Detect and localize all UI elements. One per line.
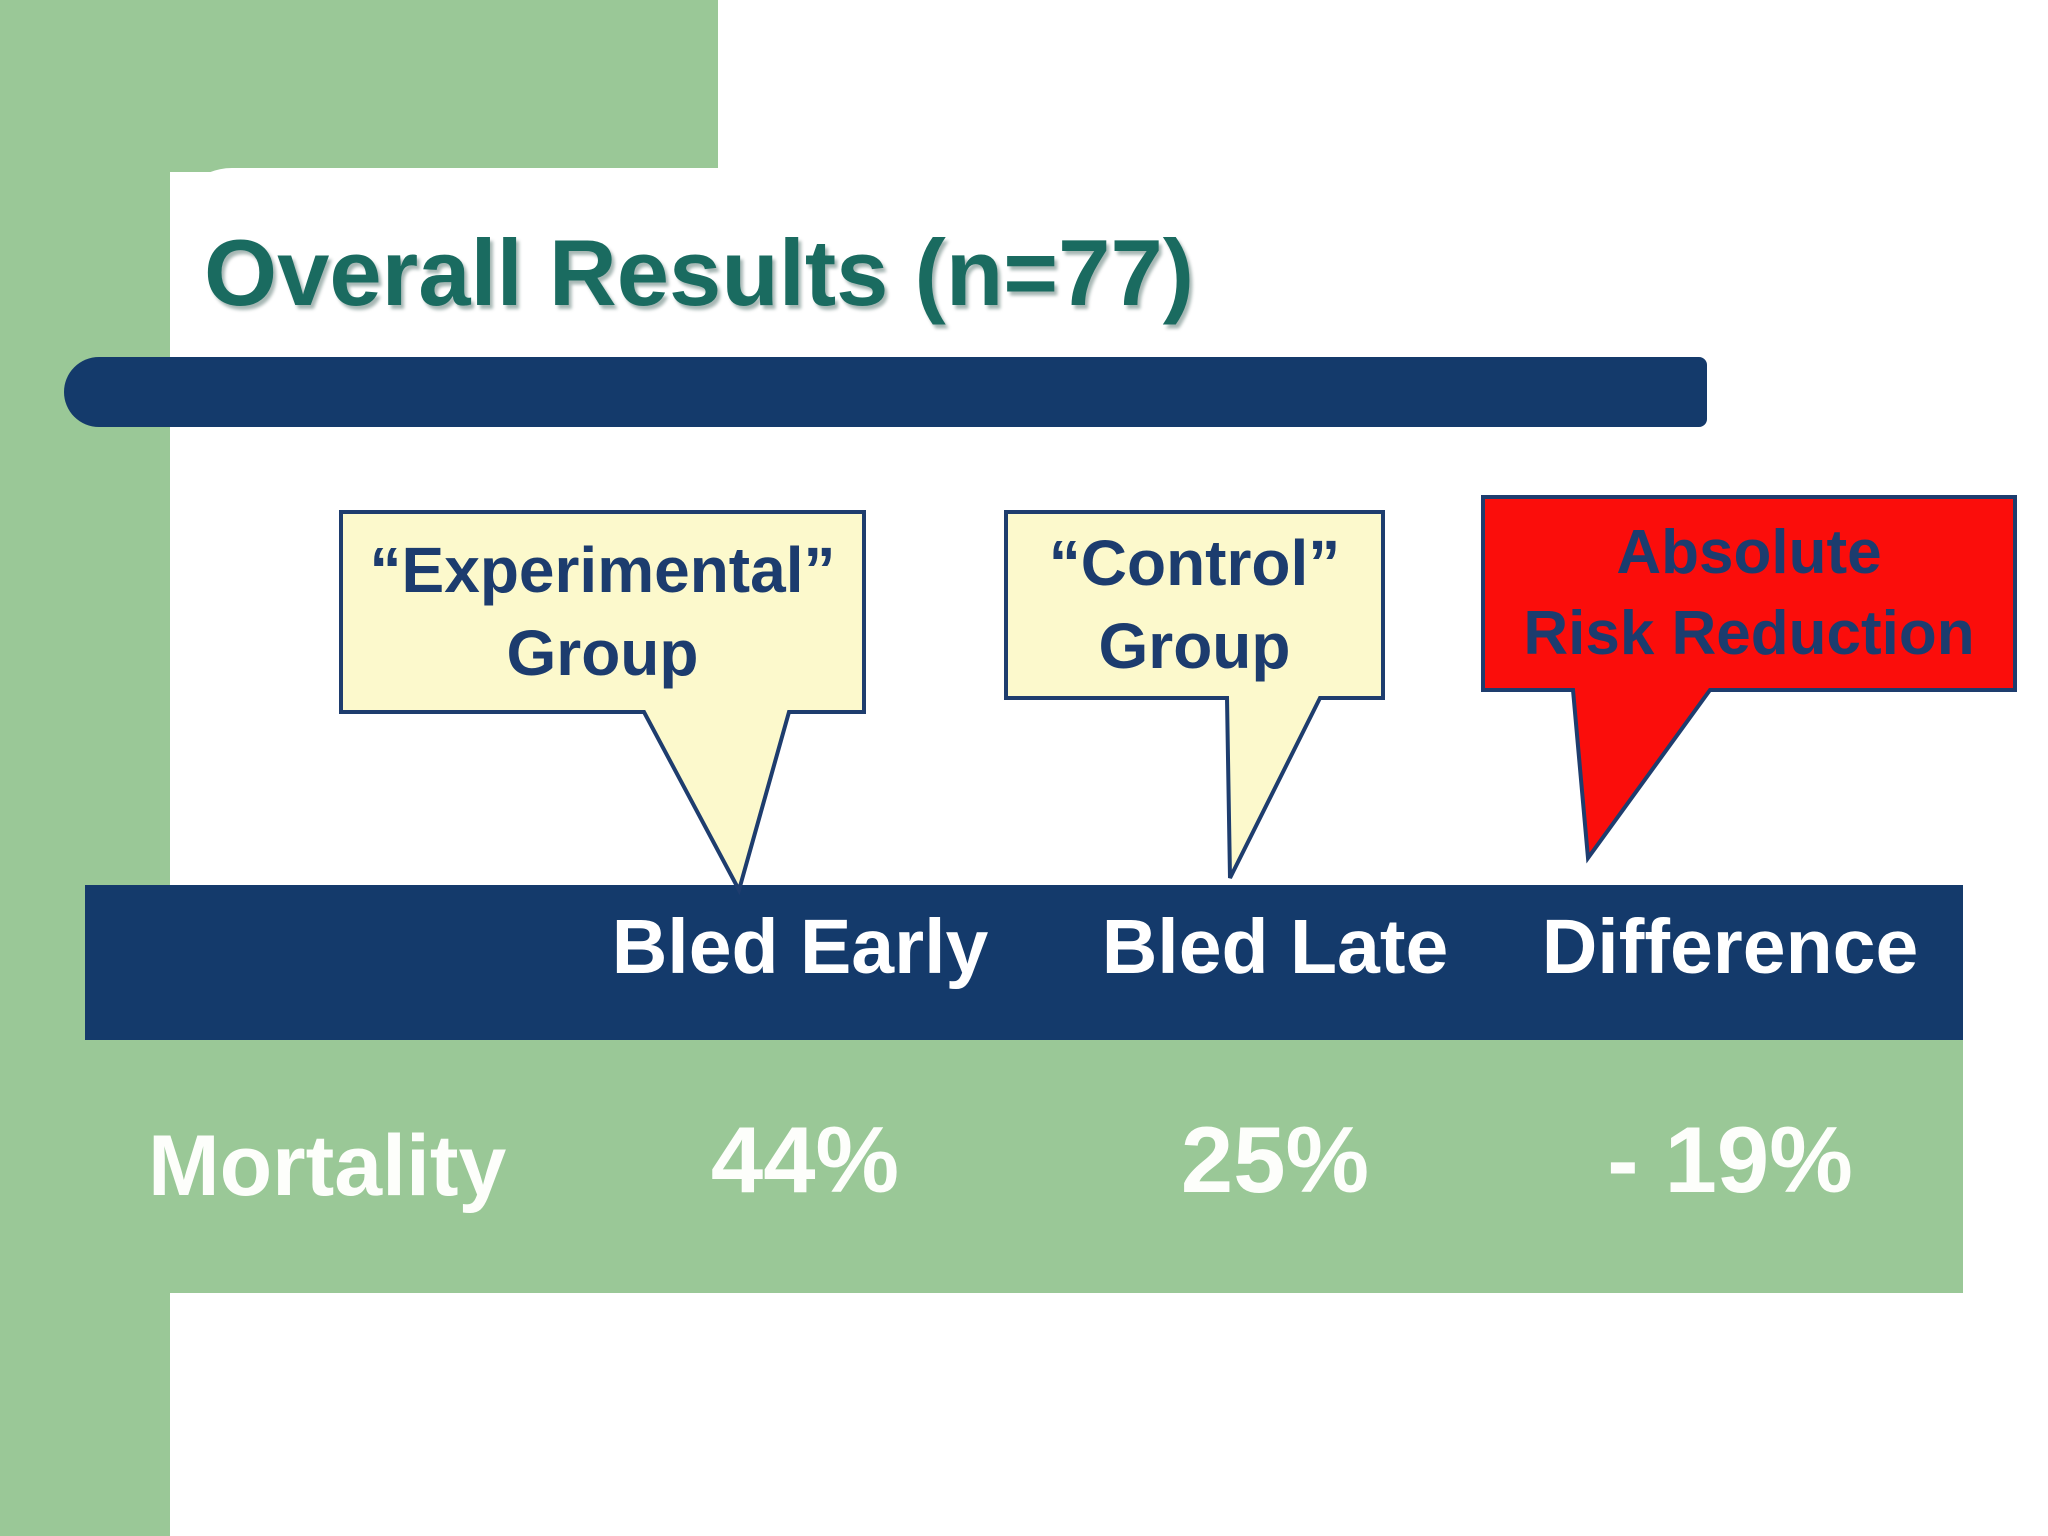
callout-experimental-group-shape	[339, 510, 866, 896]
title-divider-bar	[64, 357, 1707, 427]
callout-risk-line1: Absolute	[1616, 517, 1882, 587]
row-label-mortality: Mortality	[148, 1118, 507, 1214]
callout-absolute-risk-reduction-shape	[1481, 495, 2017, 864]
cell-mortality-difference: - 19%	[1607, 1106, 1853, 1212]
callout-control-group-text: “Control” Group	[1006, 512, 1383, 698]
cell-mortality-bled-late: 25%	[1180, 1106, 1370, 1212]
callout-absolute-risk-reduction-text: Absolute Risk Reduction	[1483, 497, 2015, 690]
callout-experimental-line2: Group	[506, 617, 699, 689]
top-green-block	[0, 0, 718, 172]
callout-control-line2: Group	[1098, 610, 1291, 682]
column-header-difference: Difference	[1541, 904, 1919, 990]
callout-experimental-line1: “Experimental”	[369, 533, 836, 606]
callout-experimental-group-text: “Experimental” Group	[341, 512, 864, 712]
callout-risk-line2: Risk Reduction	[1523, 598, 1975, 668]
cell-mortality-bled-early: 44%	[710, 1106, 900, 1212]
column-header-bled-late: Bled Late	[1101, 904, 1449, 990]
mortality-row-band	[0, 1040, 1963, 1293]
callout-control-group-shape	[1004, 510, 1385, 879]
callout-control-line1: “Control”	[1048, 526, 1341, 599]
table-header-band	[85, 885, 1963, 1040]
slide-title: Overall Results (n=77)	[204, 220, 1195, 325]
column-header-bled-early: Bled Early	[611, 904, 989, 990]
